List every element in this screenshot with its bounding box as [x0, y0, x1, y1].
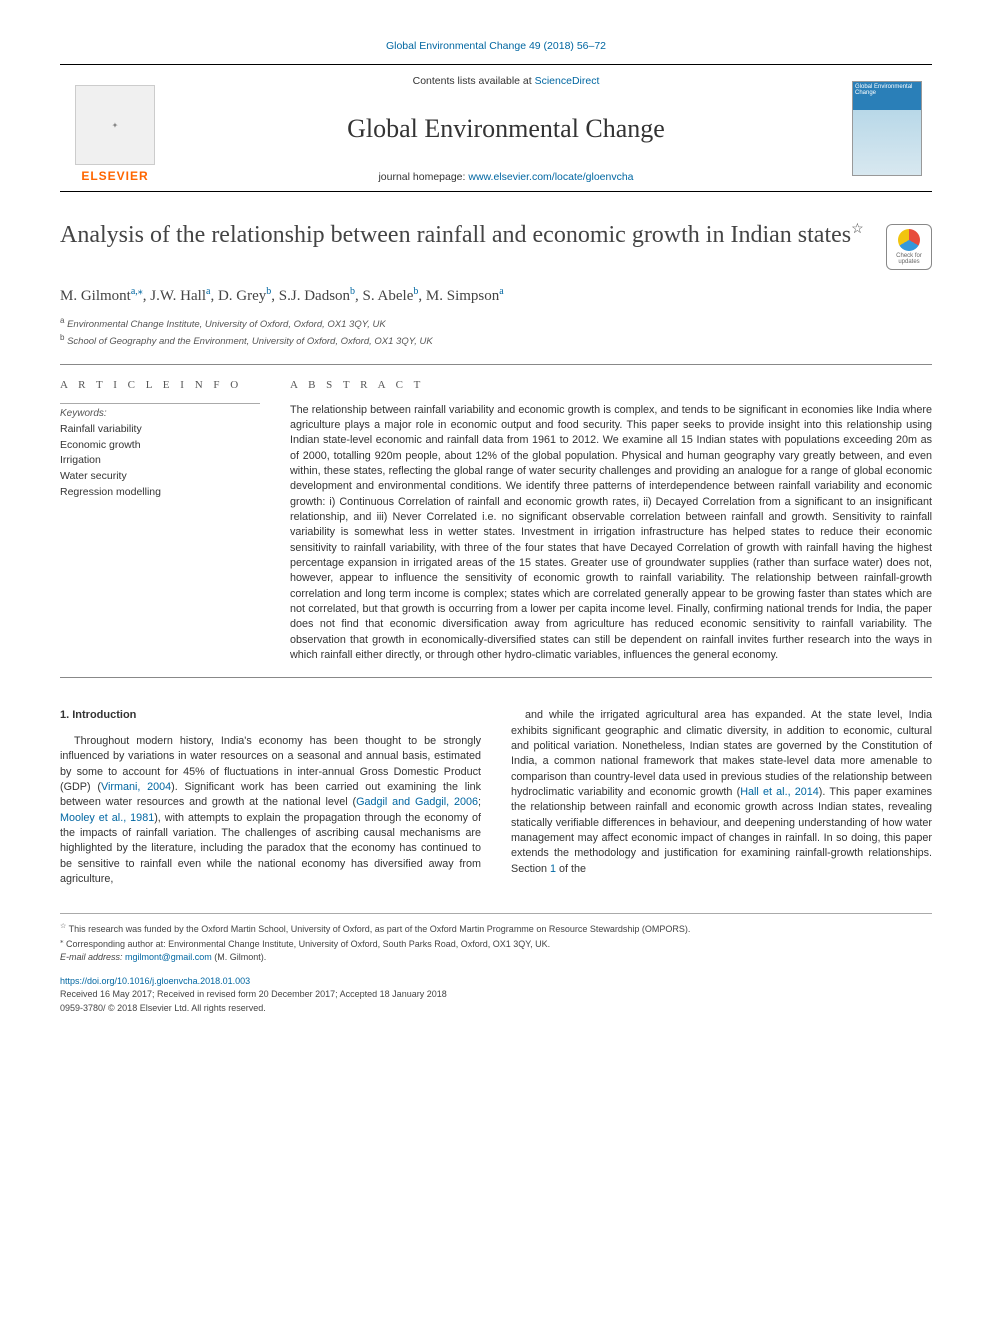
- homepage-prefix: journal homepage:: [378, 171, 468, 183]
- keyword-item: Economic growth: [60, 438, 260, 454]
- page: Global Environmental Change 49 (2018) 56…: [0, 0, 992, 1045]
- article-footer: https://doi.org/10.1016/j.gloenvcha.2018…: [60, 975, 932, 1016]
- footnotes: ☆ This research was funded by the Oxford…: [60, 913, 932, 965]
- journal-homepage-line: journal homepage: www.elsevier.com/locat…: [170, 171, 842, 183]
- footnote-corresponding: ⁎ Corresponding author at: Environmental…: [60, 937, 932, 952]
- keyword-item: Regression modelling: [60, 485, 260, 501]
- sciencedirect-link[interactable]: ScienceDirect: [535, 75, 600, 87]
- body-paragraph: and while the irrigated agricultural are…: [511, 708, 932, 877]
- journal-cover-block: Global Environmental Change: [842, 65, 932, 191]
- divider: [60, 364, 932, 365]
- journal-header: ✦ ELSEVIER Contents lists available at S…: [60, 64, 932, 192]
- crossmark-icon: [898, 229, 920, 251]
- title-text: Analysis of the relationship between rai…: [60, 222, 851, 248]
- keyword-item: Rainfall variability: [60, 422, 260, 438]
- body-two-column: 1. Introduction Throughout modern histor…: [60, 708, 932, 887]
- article-info-column: A R T I C L E I N F O Keywords: Rainfall…: [60, 379, 260, 664]
- publisher-logo-block: ✦ ELSEVIER: [60, 65, 170, 191]
- body-paragraph: Throughout modern history, India's econo…: [60, 734, 481, 887]
- keyword-item: Water security: [60, 469, 260, 485]
- abstract-column: A B S T R A C T The relationship between…: [290, 379, 932, 664]
- updates-line2: updates: [898, 259, 919, 265]
- abstract-label: A B S T R A C T: [290, 379, 932, 391]
- footnote-funding: ☆ This research was funded by the Oxford…: [60, 922, 932, 937]
- body-left-column: 1. Introduction Throughout modern histor…: [60, 708, 481, 887]
- doi-link[interactable]: https://doi.org/10.1016/j.gloenvcha.2018…: [60, 976, 250, 986]
- abstract-text: The relationship between rainfall variab…: [290, 403, 932, 664]
- issn-copyright: 0959-3780/ © 2018 Elsevier Ltd. All righ…: [60, 1002, 932, 1016]
- elsevier-tree-icon: ✦: [75, 85, 155, 165]
- journal-cover-thumbnail: Global Environmental Change: [852, 81, 922, 176]
- footnote-email: E-mail address: mgilmont@gmail.com (M. G…: [60, 951, 932, 965]
- affiliation-b: b School of Geography and the Environmen…: [60, 332, 932, 349]
- article-title: Analysis of the relationship between rai…: [60, 220, 874, 250]
- title-block: Analysis of the relationship between rai…: [60, 220, 932, 270]
- author-list: M. Gilmonta,⁎, J.W. Halla, D. Greyb, S.J…: [60, 286, 932, 305]
- keywords-list: Rainfall variability Economic growth Irr…: [60, 422, 260, 501]
- publisher-name: ELSEVIER: [81, 169, 148, 183]
- header-center: Contents lists available at ScienceDirec…: [170, 65, 842, 191]
- journal-title: Global Environmental Change: [170, 114, 842, 144]
- keyword-item: Irrigation: [60, 453, 260, 469]
- check-updates-badge[interactable]: Check for updates: [886, 224, 932, 270]
- body-right-column: and while the irrigated agricultural are…: [511, 708, 932, 887]
- affiliations: a Environmental Change Institute, Univer…: [60, 315, 932, 350]
- keywords-heading: Keywords:: [60, 403, 260, 419]
- title-footnote-marker: ☆: [851, 222, 864, 237]
- article-info-label: A R T I C L E I N F O: [60, 379, 260, 391]
- affiliation-a: a Environmental Change Institute, Univer…: [60, 315, 932, 332]
- info-abstract-row: A R T I C L E I N F O Keywords: Rainfall…: [60, 379, 932, 664]
- corresponding-email-link[interactable]: mgilmont@gmail.com: [125, 952, 212, 962]
- running-head: Global Environmental Change 49 (2018) 56…: [60, 40, 932, 52]
- contents-available-line: Contents lists available at ScienceDirec…: [170, 75, 842, 87]
- contents-prefix: Contents lists available at: [413, 75, 535, 87]
- divider: [60, 677, 932, 678]
- section-heading-intro: 1. Introduction: [60, 708, 481, 724]
- journal-homepage-link[interactable]: www.elsevier.com/locate/gloenvcha: [468, 171, 633, 183]
- article-history: Received 16 May 2017; Received in revise…: [60, 988, 932, 1002]
